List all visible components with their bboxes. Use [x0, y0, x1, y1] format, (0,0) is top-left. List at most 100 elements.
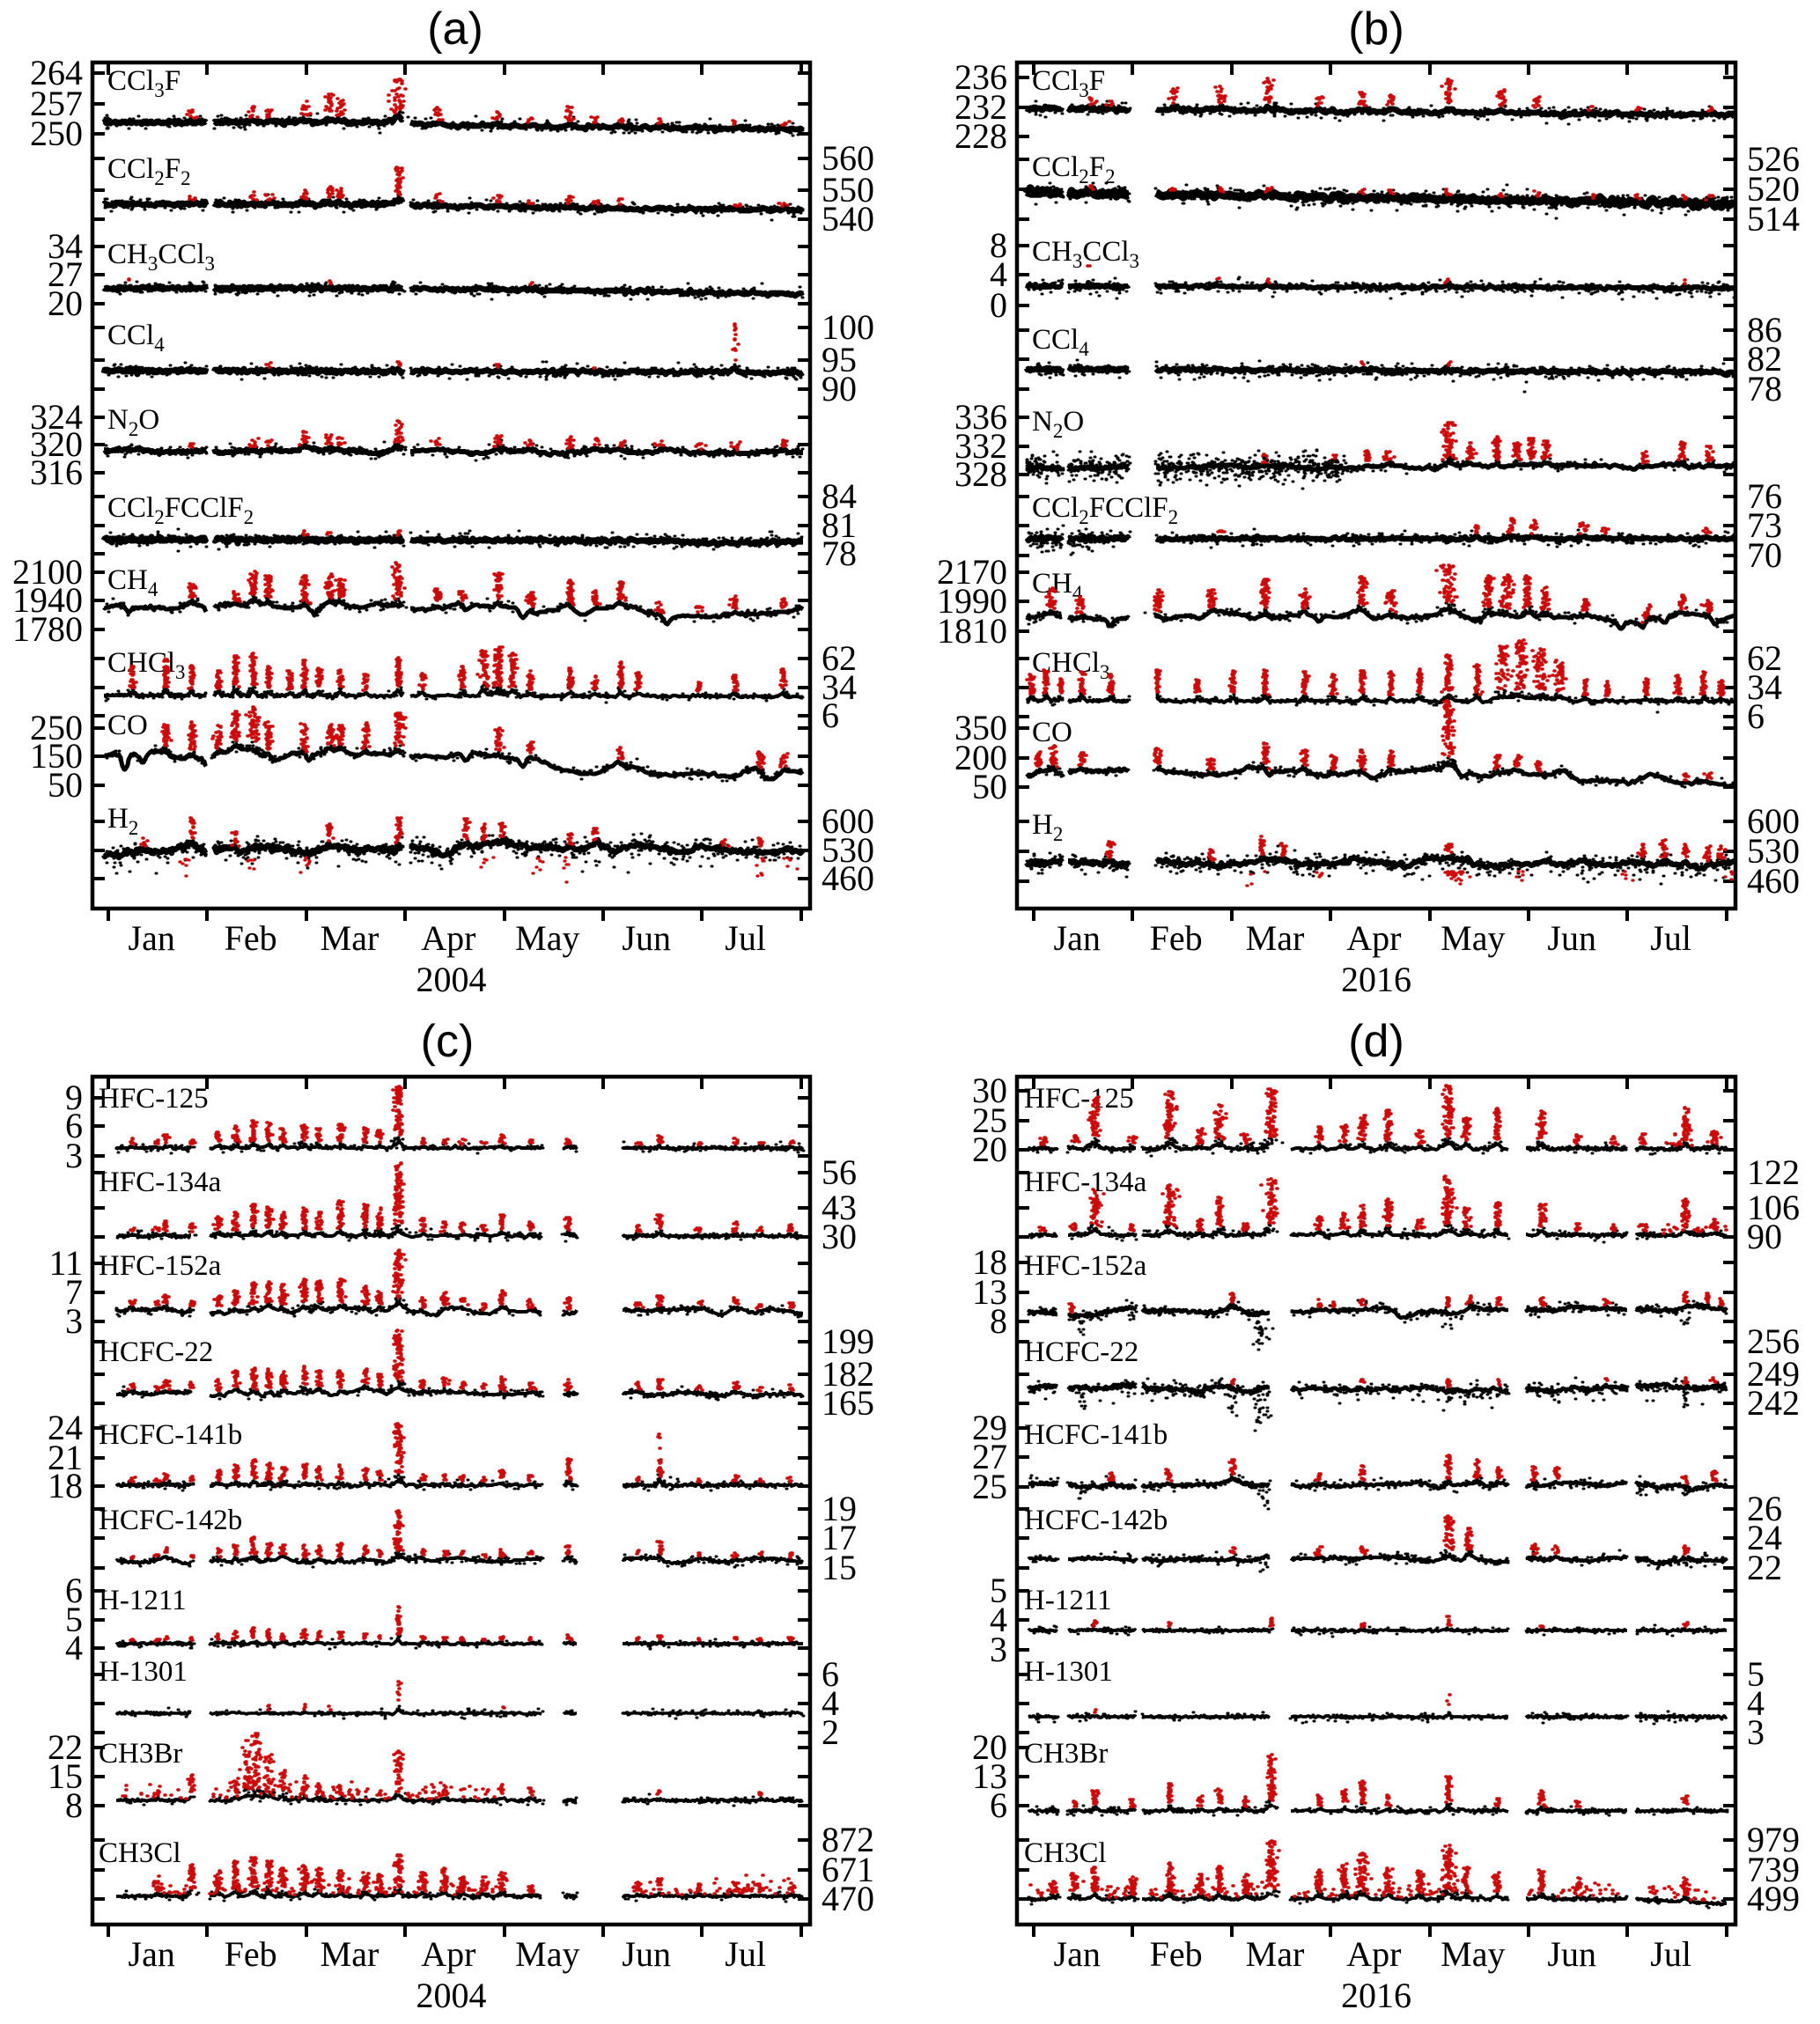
svg-text:(d): (d)	[1348, 1016, 1404, 1067]
svg-text:Jun: Jun	[1547, 1934, 1596, 1974]
svg-text:530: 530	[822, 830, 874, 870]
svg-text:872: 872	[822, 1820, 874, 1859]
svg-text:264: 264	[30, 53, 83, 92]
svg-text:2170: 2170	[937, 552, 1007, 592]
svg-text:4: 4	[65, 1628, 83, 1667]
svg-text:460: 460	[822, 858, 874, 898]
svg-text:CO: CO	[107, 710, 148, 741]
svg-text:2004: 2004	[416, 1976, 487, 2015]
svg-text:20: 20	[48, 283, 83, 323]
svg-text:27: 27	[48, 254, 83, 294]
svg-text:78: 78	[822, 534, 857, 573]
svg-text:Feb: Feb	[1150, 1934, 1203, 1974]
svg-text:979: 979	[1747, 1820, 1800, 1859]
svg-text:5: 5	[65, 1600, 83, 1639]
svg-text:Apr: Apr	[1346, 918, 1401, 958]
svg-text:600: 600	[1747, 801, 1800, 841]
svg-text:328: 328	[954, 454, 1007, 494]
svg-text:82: 82	[1747, 339, 1782, 379]
svg-text:3: 3	[65, 1136, 83, 1175]
svg-text:Jul: Jul	[725, 918, 766, 958]
svg-text:22: 22	[48, 1727, 83, 1767]
svg-text:4: 4	[990, 1600, 1007, 1639]
svg-text:86: 86	[1747, 310, 1782, 350]
svg-text:30: 30	[822, 1217, 857, 1256]
svg-text:HCFC-141b: HCFC-141b	[99, 1419, 242, 1451]
svg-text:228: 228	[954, 116, 1007, 156]
svg-text:HCFC-142b: HCFC-142b	[1024, 1505, 1168, 1536]
svg-text:13: 13	[972, 1756, 1007, 1796]
svg-text:1940: 1940	[12, 580, 83, 620]
svg-text:550: 550	[822, 170, 874, 210]
svg-text:5: 5	[1747, 1654, 1765, 1694]
svg-text:HFC-152a: HFC-152a	[99, 1250, 222, 1282]
svg-text:460: 460	[1747, 861, 1800, 901]
svg-text:CHCl3: CHCl3	[107, 647, 186, 683]
svg-text:20: 20	[972, 1727, 1007, 1767]
svg-text:4: 4	[1747, 1683, 1765, 1723]
svg-text:6: 6	[822, 696, 839, 735]
svg-text:HCFC-142b: HCFC-142b	[99, 1505, 242, 1536]
svg-text:Feb: Feb	[225, 1934, 277, 1974]
svg-text:199: 199	[822, 1321, 874, 1361]
svg-text:316: 316	[30, 453, 83, 492]
svg-text:671: 671	[822, 1850, 874, 1889]
svg-text:320: 320	[30, 424, 83, 464]
svg-text:22: 22	[1747, 1548, 1782, 1587]
svg-text:78: 78	[1747, 369, 1782, 408]
svg-text:470: 470	[822, 1879, 874, 1918]
svg-text:Mar: Mar	[1246, 1934, 1305, 1974]
svg-text:34: 34	[822, 667, 857, 707]
svg-text:73: 73	[1747, 505, 1782, 545]
svg-text:Feb: Feb	[1150, 918, 1203, 958]
svg-text:(a): (a)	[427, 4, 483, 55]
svg-text:56: 56	[822, 1152, 857, 1192]
svg-text:4: 4	[822, 1683, 839, 1723]
svg-text:HFC-134a: HFC-134a	[1024, 1167, 1147, 1198]
svg-text:18: 18	[972, 1242, 1007, 1282]
svg-text:11: 11	[48, 1243, 83, 1283]
svg-text:600: 600	[822, 801, 874, 841]
svg-text:8: 8	[65, 1785, 83, 1825]
svg-text:15: 15	[48, 1756, 83, 1796]
svg-text:Apr: Apr	[421, 1934, 475, 1974]
svg-text:CCl3F: CCl3F	[1032, 65, 1105, 101]
svg-text:Jan: Jan	[129, 918, 175, 958]
svg-text:27: 27	[972, 1437, 1007, 1476]
svg-text:26: 26	[1747, 1489, 1782, 1528]
svg-text:250: 250	[30, 114, 83, 153]
svg-text:324: 324	[30, 397, 83, 437]
svg-text:May: May	[515, 918, 579, 958]
svg-text:256: 256	[1747, 1321, 1800, 1361]
svg-text:739: 739	[1747, 1850, 1800, 1889]
svg-text:Jul: Jul	[725, 1934, 766, 1974]
svg-text:CCl2F2: CCl2F2	[1032, 151, 1116, 188]
svg-text:2: 2	[822, 1712, 839, 1752]
svg-text:HCFC-22: HCFC-22	[1024, 1336, 1138, 1368]
svg-text:540: 540	[822, 199, 874, 239]
svg-text:76: 76	[1747, 476, 1782, 516]
svg-text:526: 526	[1747, 139, 1800, 179]
svg-text:150: 150	[30, 736, 83, 776]
svg-text:6: 6	[1747, 696, 1765, 736]
svg-text:CH3Br: CH3Br	[99, 1738, 182, 1770]
svg-text:Jan: Jan	[129, 1934, 175, 1974]
svg-text:30: 30	[972, 1071, 1007, 1110]
svg-text:HFC-152a: HFC-152a	[1024, 1250, 1147, 1282]
svg-text:332: 332	[954, 426, 1007, 466]
svg-text:100: 100	[822, 307, 874, 347]
svg-text:6: 6	[65, 1106, 83, 1145]
svg-text:62: 62	[822, 638, 857, 678]
svg-text:Jun: Jun	[622, 918, 671, 958]
svg-text:8: 8	[990, 225, 1007, 265]
svg-text:H-1301: H-1301	[99, 1656, 188, 1688]
svg-text:336: 336	[954, 397, 1007, 437]
svg-text:242: 242	[1747, 1383, 1800, 1423]
svg-text:CH3Cl: CH3Cl	[1024, 1837, 1107, 1869]
svg-text:Jan: Jan	[1054, 1934, 1101, 1974]
svg-text:43: 43	[822, 1188, 857, 1227]
svg-text:HFC-125: HFC-125	[1024, 1083, 1134, 1115]
svg-text:70: 70	[1747, 535, 1782, 575]
svg-text:62: 62	[1747, 638, 1782, 678]
svg-text:Jul: Jul	[1650, 1934, 1691, 1974]
